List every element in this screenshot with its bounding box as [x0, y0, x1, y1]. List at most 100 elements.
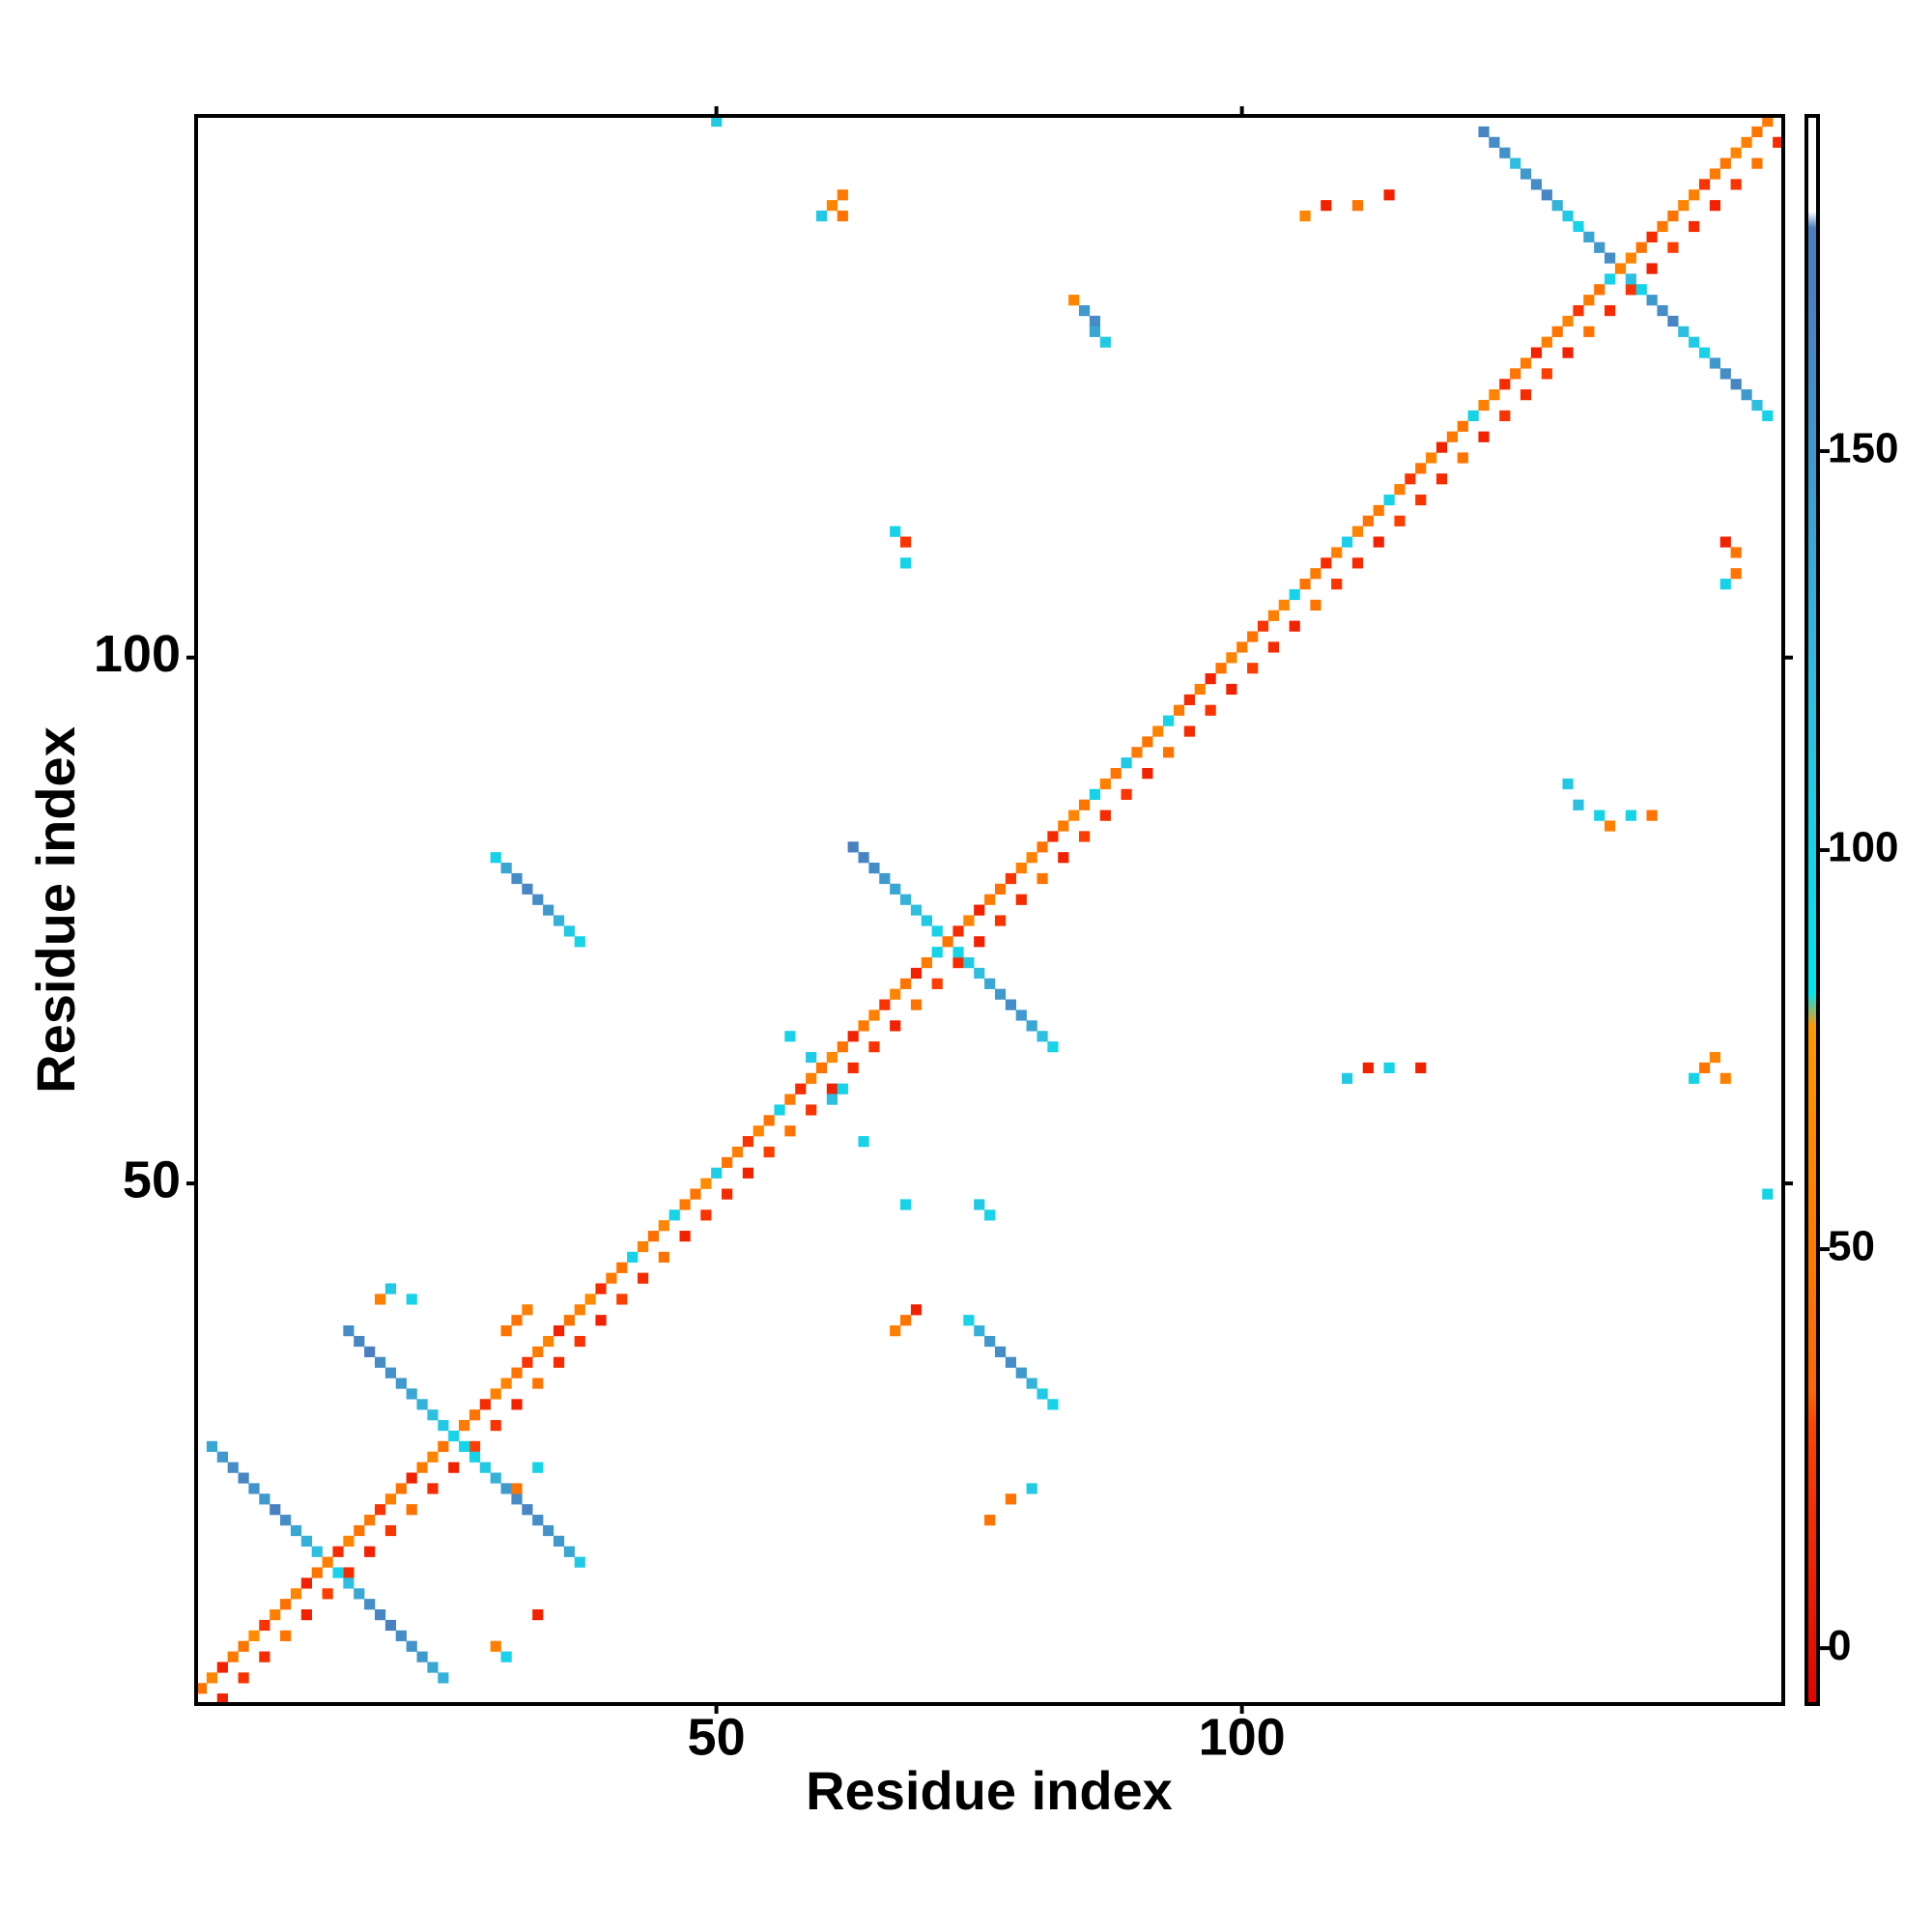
heatmap-cell — [1698, 1062, 1711, 1074]
heatmap-cell — [259, 1493, 270, 1505]
heatmap-cell — [1026, 1020, 1037, 1032]
heatmap-cell — [374, 1504, 386, 1516]
heatmap-cell — [1089, 788, 1101, 800]
heatmap-cell — [1698, 179, 1711, 190]
heatmap-cell — [395, 1378, 407, 1389]
heatmap-cell — [1709, 168, 1721, 180]
heatmap-cell — [1657, 220, 1668, 233]
heatmap-cell — [900, 536, 912, 548]
colorbar-tick-label: 100 — [1828, 824, 1898, 871]
heatmap-cell — [647, 1231, 660, 1242]
heatmap-cell — [543, 1335, 554, 1348]
heatmap-cell — [490, 1420, 501, 1432]
heatmap-cell — [427, 1451, 439, 1463]
heatmap-cell — [1026, 852, 1037, 864]
heatmap-cell — [984, 894, 996, 905]
heatmap-cell — [1321, 557, 1332, 569]
heatmap-cell — [1762, 116, 1774, 128]
color-bar — [1804, 114, 1820, 1706]
heatmap-cell — [1267, 641, 1280, 653]
heatmap-cell — [616, 1262, 628, 1273]
heatmap-cell — [1110, 768, 1122, 780]
heatmap-cell — [1478, 399, 1490, 412]
heatmap-cell — [406, 1504, 417, 1516]
heatmap-cell — [984, 978, 996, 989]
heatmap-cell — [553, 1535, 565, 1547]
heatmap-cell — [490, 1388, 501, 1400]
heatmap-cell — [1351, 557, 1364, 569]
heatmap-cell — [563, 1546, 576, 1557]
heatmap-cell — [1709, 1051, 1721, 1064]
heatmap-cell — [459, 1420, 470, 1432]
heatmap-cell — [490, 1640, 501, 1652]
heatmap-cell — [248, 1630, 260, 1641]
heatmap-cell — [1394, 484, 1406, 496]
heatmap-cell — [1058, 820, 1069, 832]
heatmap-cell — [1131, 747, 1143, 758]
heatmap-cell — [1037, 872, 1048, 885]
heatmap-cell — [1405, 473, 1416, 485]
heatmap-cell — [637, 1240, 649, 1253]
heatmap-cell — [1257, 620, 1269, 632]
heatmap-cell — [963, 915, 975, 926]
heatmap-cell — [868, 1041, 880, 1053]
heatmap-cell — [879, 872, 891, 885]
heatmap-cell — [1562, 778, 1574, 790]
heatmap-cell — [311, 1567, 323, 1578]
heatmap-cell — [490, 1472, 501, 1484]
heatmap-cell — [868, 1009, 880, 1021]
heatmap-cell — [1667, 210, 1679, 222]
heatmap-cell — [1530, 179, 1543, 190]
heatmap-cell — [574, 1556, 585, 1568]
heatmap-cell — [837, 1083, 848, 1094]
heatmap-cell — [784, 1031, 796, 1042]
heatmap-cell — [1299, 210, 1311, 222]
heatmap-cell — [1730, 147, 1742, 158]
heatmap-cell — [1205, 704, 1216, 716]
heatmap-cell — [1236, 641, 1248, 653]
heatmap-cell — [1362, 515, 1374, 526]
heatmap-cell — [1489, 389, 1500, 401]
heatmap-cell — [196, 1683, 208, 1694]
heatmap-cell — [522, 883, 533, 895]
heatmap-cell — [343, 1535, 355, 1547]
heatmap-cell — [921, 956, 932, 969]
heatmap-cell — [206, 1672, 218, 1684]
heatmap-cell — [890, 1020, 901, 1032]
heatmap-cell — [1078, 799, 1091, 810]
heatmap-cell — [500, 1378, 512, 1389]
heatmap-cell — [1078, 304, 1091, 317]
heatmap-cell — [1121, 757, 1132, 769]
heatmap-cell — [711, 1167, 723, 1179]
heatmap-cell — [280, 1515, 292, 1526]
heatmap-cell — [1362, 1062, 1374, 1074]
heatmap-cell — [1299, 579, 1311, 590]
heatmap-cell — [606, 1272, 617, 1284]
heatmap-cell — [1625, 810, 1636, 821]
heatmap-cell — [1689, 336, 1700, 348]
heatmap-cell — [1152, 725, 1164, 737]
heatmap-cell — [890, 988, 901, 1000]
heatmap-cell — [963, 1315, 975, 1326]
y-tick-label: 50 — [123, 1151, 181, 1208]
heatmap-cell — [1047, 1399, 1059, 1410]
heatmap-cell — [826, 1051, 838, 1064]
heatmap-cell — [826, 1083, 838, 1094]
heatmap-cell — [952, 956, 964, 969]
heatmap-cell — [1078, 831, 1091, 842]
heatmap-cell — [952, 925, 964, 937]
heatmap-cell — [311, 1546, 323, 1557]
heatmap-cell — [416, 1399, 428, 1410]
heatmap-cell — [469, 1409, 481, 1421]
heatmap-cell — [406, 1293, 417, 1305]
heatmap-cell — [543, 1524, 554, 1537]
heatmap-cell — [1163, 715, 1175, 726]
heatmap-cell — [1310, 599, 1321, 611]
heatmap-cell — [731, 1146, 744, 1158]
heatmap-cell — [374, 1609, 386, 1621]
heatmap-cell — [500, 1325, 512, 1337]
heatmap-cell — [384, 1283, 397, 1294]
heatmap-cell — [700, 1178, 712, 1189]
heatmap-cell — [1383, 494, 1395, 506]
heatmap-cell — [1194, 683, 1206, 696]
